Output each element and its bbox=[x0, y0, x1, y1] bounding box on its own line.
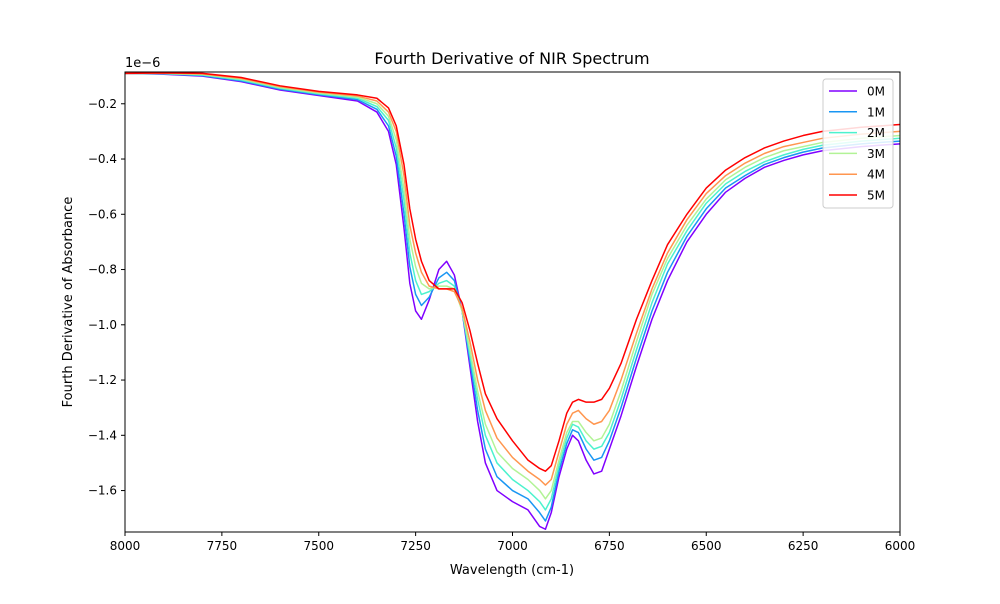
legend-label-0M: 0M bbox=[867, 85, 885, 99]
series-line-3M bbox=[125, 72, 900, 500]
x-tick-label: 6500 bbox=[691, 539, 722, 553]
legend-label-3M: 3M bbox=[867, 147, 885, 161]
y-tick-label: −0.8 bbox=[88, 263, 117, 277]
x-tick-label: 7000 bbox=[497, 539, 528, 553]
y-axis-ticks: −0.2 −0.4 −0.6 −0.8 −1.0 −1.2 −1.4 −1.6 bbox=[88, 97, 125, 498]
series-layer bbox=[125, 72, 900, 530]
series-line-4M bbox=[125, 72, 900, 486]
legend-label-1M: 1M bbox=[867, 105, 885, 119]
series-line-2M bbox=[125, 72, 900, 511]
series-line-1M bbox=[125, 72, 900, 522]
legend-label-4M: 4M bbox=[867, 168, 885, 182]
y-axis-offset-label: 1e−6 bbox=[125, 56, 160, 71]
x-axis-label: Wavelength (cm-1) bbox=[450, 563, 574, 578]
legend: 0M 1M 2M 3M 4M 5M bbox=[822, 78, 894, 209]
y-tick-label: −1.2 bbox=[88, 373, 117, 387]
y-tick-label: −0.4 bbox=[88, 152, 117, 166]
y-tick-label: −1.4 bbox=[88, 428, 117, 442]
legend-label-2M: 2M bbox=[867, 126, 885, 140]
x-tick-label: 6250 bbox=[788, 539, 819, 553]
series-line-0M bbox=[125, 72, 900, 530]
x-axis-ticks: 8000 7750 7500 7250 7000 6750 6500 6250 6000 bbox=[110, 532, 916, 553]
x-tick-label: 7250 bbox=[400, 539, 431, 553]
x-tick-label: 8000 bbox=[110, 539, 141, 553]
y-axis-label: Fourth Derivative of Absorbance bbox=[61, 197, 76, 408]
y-tick-label: −1.0 bbox=[88, 318, 117, 332]
series-line-5M bbox=[125, 72, 900, 472]
y-tick-label: −1.6 bbox=[88, 484, 117, 498]
x-tick-label: 6750 bbox=[594, 539, 625, 553]
x-tick-label: 7500 bbox=[303, 539, 334, 553]
y-tick-label: −0.6 bbox=[88, 207, 117, 221]
x-tick-label: 6000 bbox=[885, 539, 916, 553]
legend-label-5M: 5M bbox=[867, 189, 885, 203]
y-tick-label: −0.2 bbox=[88, 97, 117, 111]
chart-title: Fourth Derivative of NIR Spectrum bbox=[374, 49, 649, 68]
x-tick-label: 7750 bbox=[207, 539, 238, 553]
